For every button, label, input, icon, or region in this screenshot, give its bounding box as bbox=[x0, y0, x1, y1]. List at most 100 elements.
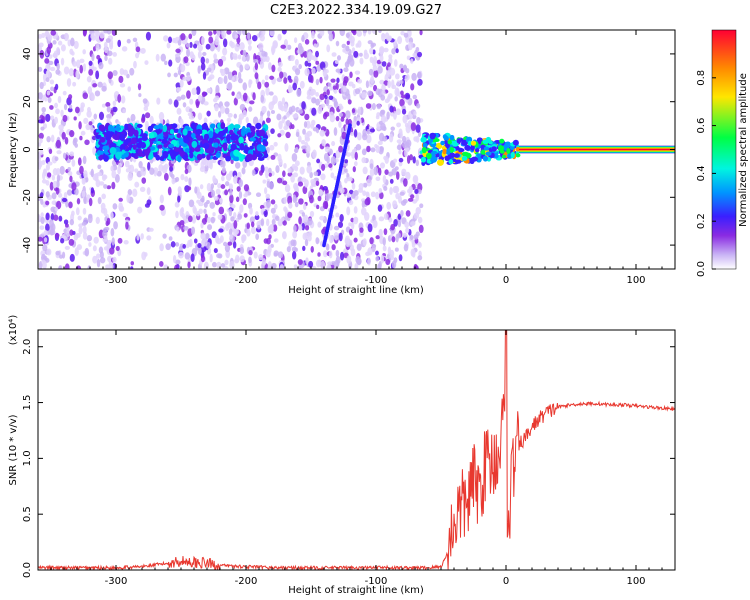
spectrogram-noise-cell bbox=[304, 60, 309, 67]
spectrogram-transition-cell bbox=[430, 158, 437, 163]
spectrogram-noise-cell bbox=[408, 185, 413, 194]
spectrogram-noise-cell bbox=[134, 168, 139, 173]
spectrogram-noise-cell bbox=[261, 105, 267, 114]
spectrogram-noise-cell bbox=[107, 50, 113, 57]
spectrogram-noise-cell bbox=[357, 79, 363, 84]
spectrogram-noise-cell bbox=[372, 49, 376, 55]
spectrogram-noise-cell bbox=[97, 81, 103, 88]
spectrogram-noise-cell bbox=[264, 75, 269, 81]
spectrogram-noise-cell bbox=[50, 134, 55, 143]
spectrogram-noise-cell bbox=[395, 48, 399, 54]
spectrogram-transition-cell bbox=[422, 143, 428, 148]
spectrogram-noise-cell bbox=[126, 117, 131, 123]
spectrogram-noise-cell bbox=[144, 203, 150, 208]
spectrogram-band-cell bbox=[240, 128, 246, 137]
spectrogram-noise-cell bbox=[80, 130, 86, 136]
spectrogram-noise-cell bbox=[231, 77, 235, 82]
spectrogram-noise-cell bbox=[301, 212, 306, 217]
spectrogram-noise-cell bbox=[242, 92, 248, 102]
spectrogram-noise-cell bbox=[190, 253, 195, 263]
spectrogram-noise-cell bbox=[38, 142, 42, 147]
spectrogram-noise-cell bbox=[218, 228, 224, 233]
spectrogram-noise-cell bbox=[226, 117, 232, 123]
spectrogram-noise-cell bbox=[262, 179, 267, 184]
spectrogram-noise-cell bbox=[254, 62, 259, 71]
spectrogram-transition-cell bbox=[501, 154, 506, 159]
spectrogram-noise-cell bbox=[333, 225, 340, 231]
spectrogram-noise-cell bbox=[395, 73, 400, 80]
spectrogram-transition-cell bbox=[454, 159, 462, 164]
spectrogram-noise-cell bbox=[66, 229, 71, 237]
spectrogram-noise-cell bbox=[319, 93, 325, 101]
spectrogram-noise-cell bbox=[298, 45, 304, 55]
spectrogram-xtick-label: -300 bbox=[105, 275, 128, 286]
spectrogram-transition-cell bbox=[480, 149, 487, 155]
spectrogram-band-cell bbox=[137, 148, 143, 156]
spectrogram-noise-cell bbox=[390, 223, 395, 231]
spectrogram-noise-cell bbox=[59, 165, 65, 175]
spectrogram-noise-cell bbox=[251, 34, 258, 42]
spectrogram-noise-cell bbox=[159, 194, 164, 204]
spectrogram-noise-cell bbox=[56, 174, 61, 183]
spectrogram-noise-cell bbox=[399, 131, 403, 139]
spectrogram-noise-cell bbox=[165, 243, 171, 251]
spectrogram-noise-cell bbox=[358, 183, 364, 190]
spectrogram-noise-cell bbox=[64, 137, 69, 145]
spectrogram-noise-cell bbox=[214, 35, 219, 43]
spectrogram-band-cell bbox=[115, 151, 122, 160]
spectrogram-noise-cell bbox=[255, 211, 259, 217]
spectrogram-noise-cell bbox=[266, 110, 271, 118]
spectrogram-noise-cell bbox=[79, 165, 84, 175]
spectrogram-noise-cell bbox=[179, 208, 184, 217]
spectrogram-noise-cell bbox=[273, 203, 278, 210]
spectrogram-noise-cell bbox=[194, 186, 198, 194]
spectrogram-transition-cell bbox=[506, 147, 511, 154]
spectrogram-transition-cell bbox=[498, 145, 504, 152]
spectrogram-noise-cell bbox=[82, 207, 87, 215]
spectrogram-noise-cell bbox=[239, 42, 245, 51]
spectrogram-noise-cell bbox=[229, 189, 233, 196]
spectrogram-noise-cell bbox=[81, 177, 86, 185]
spectrogram-noise-cell bbox=[96, 258, 101, 268]
spectrogram-band-cell bbox=[171, 123, 178, 129]
spectrogram-noise-cell bbox=[168, 36, 173, 44]
spectrogram-noise-cell bbox=[317, 195, 322, 202]
spectrogram-noise-cell bbox=[292, 82, 298, 91]
spectrogram-noise-cell bbox=[372, 219, 378, 229]
spectrogram-noise-cell bbox=[185, 43, 191, 48]
spectrogram-noise-cell bbox=[404, 75, 408, 83]
spectrogram-noise-cell bbox=[215, 234, 220, 244]
spectrogram-noise-cell bbox=[316, 204, 320, 210]
spectrogram-noise-cell bbox=[146, 187, 151, 195]
spectrogram-noise-cell bbox=[354, 88, 361, 95]
colorbar-tick-label: 0.4 bbox=[696, 165, 707, 181]
spectrogram-band-cell bbox=[256, 144, 264, 152]
spectrogram-noise-cell bbox=[362, 190, 367, 196]
spectrogram-noise-cell bbox=[87, 214, 93, 224]
spectrogram-noise-cell bbox=[342, 85, 347, 93]
spectrogram-noise-cell bbox=[381, 33, 386, 42]
spectrogram-noise-cell bbox=[191, 214, 197, 224]
spectrogram-noise-cell bbox=[379, 79, 385, 85]
spectrogram-noise-cell bbox=[317, 106, 323, 114]
spectrogram-noise-cell bbox=[224, 181, 230, 187]
spectrogram-noise-cell bbox=[243, 193, 248, 198]
spectrogram-noise-cell bbox=[286, 44, 292, 50]
spectrogram-noise-cell bbox=[202, 237, 208, 247]
spectrogram-noise-cell bbox=[354, 151, 358, 161]
spectrogram-noise-cell bbox=[321, 163, 326, 171]
spectrogram-noise-cell bbox=[193, 43, 198, 49]
spectrogram-noise-cell bbox=[356, 243, 362, 251]
spectrogram-noise-cell bbox=[241, 167, 246, 175]
spectrogram-noise-cell bbox=[144, 60, 149, 65]
spectrogram-noise-cell bbox=[343, 168, 348, 173]
spectrogram-noise-cell bbox=[299, 80, 305, 89]
spectrogram-noise-cell bbox=[410, 83, 415, 91]
spectrogram-noise-cell bbox=[380, 254, 385, 264]
spectrogram-noise-cell bbox=[407, 41, 413, 51]
spectrogram-noise-cell bbox=[183, 56, 189, 64]
spectrogram-noise-cell bbox=[388, 217, 393, 223]
spectrogram-noise-cell bbox=[279, 264, 284, 269]
spectrogram-noise-cell bbox=[396, 80, 401, 87]
spectrogram-band-cell bbox=[214, 128, 220, 134]
